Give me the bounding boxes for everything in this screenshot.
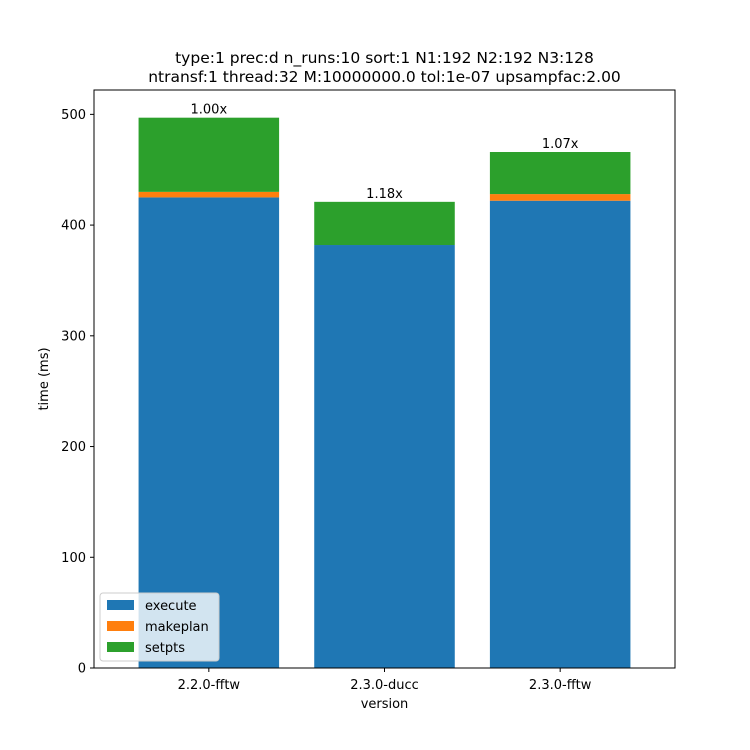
bar-execute-2.3.0-ducc [314, 245, 455, 668]
y-axis: 0 100 200 300 400 500 [61, 108, 94, 677]
legend-label-makeplan: makeplan [145, 620, 209, 635]
y-axis-label: time (ms) [37, 347, 52, 410]
bar-setpts-2.3.0-fftw [489, 152, 631, 195]
chart-title-line1: type:1 prec:d n_runs:10 sort:1 N1:192 N2… [175, 49, 594, 68]
chart-title-line2: ntransf:1 thread:32 M:10000000.0 tol:1e-… [148, 68, 621, 86]
legend-label-setpts: setpts [145, 641, 185, 656]
bar-label-2.3.0-ducc: 1.18x [366, 187, 403, 202]
bar-label-2.3.0-fftw: 1.07x [542, 137, 579, 152]
x-tick-label: 2.3.0-ducc [350, 678, 419, 693]
legend: execute makeplan setpts [99, 592, 220, 662]
legend-swatch-setpts [107, 642, 134, 652]
bar-labels-layer: 1.00x 1.18x 1.07x [191, 103, 579, 202]
y-tick-label: 100 [61, 551, 86, 566]
bar-setpts-2.3.0-ducc [314, 201, 455, 246]
x-tick-label: 2.2.0-fftw [178, 678, 241, 693]
bar-label-2.2.0-fftw: 1.00x [191, 103, 228, 118]
x-tick-label: 2.3.0-fftw [529, 678, 592, 693]
y-tick-label: 400 [61, 219, 86, 234]
x-axis-label: version [361, 697, 409, 712]
bar-makeplan-2.2.0-fftw [138, 191, 280, 198]
bar-setpts-2.2.0-fftw [138, 117, 280, 192]
legend-label-execute: execute [145, 599, 197, 614]
x-axis: 2.2.0-fftw 2.3.0-ducc 2.3.0-fftw [178, 668, 592, 693]
legend-swatch-execute [107, 600, 134, 610]
bar-execute-2.2.0-fftw [138, 197, 280, 668]
y-tick-label: 200 [61, 440, 86, 455]
bar-makeplan-2.3.0-fftw [489, 194, 631, 201]
y-tick-label: 300 [61, 329, 86, 344]
y-tick-label: 0 [78, 662, 86, 677]
bars-layer [138, 117, 631, 668]
bar-execute-2.3.0-fftw [489, 200, 631, 668]
y-tick-label: 500 [61, 108, 86, 123]
legend-swatch-makeplan [107, 621, 134, 631]
